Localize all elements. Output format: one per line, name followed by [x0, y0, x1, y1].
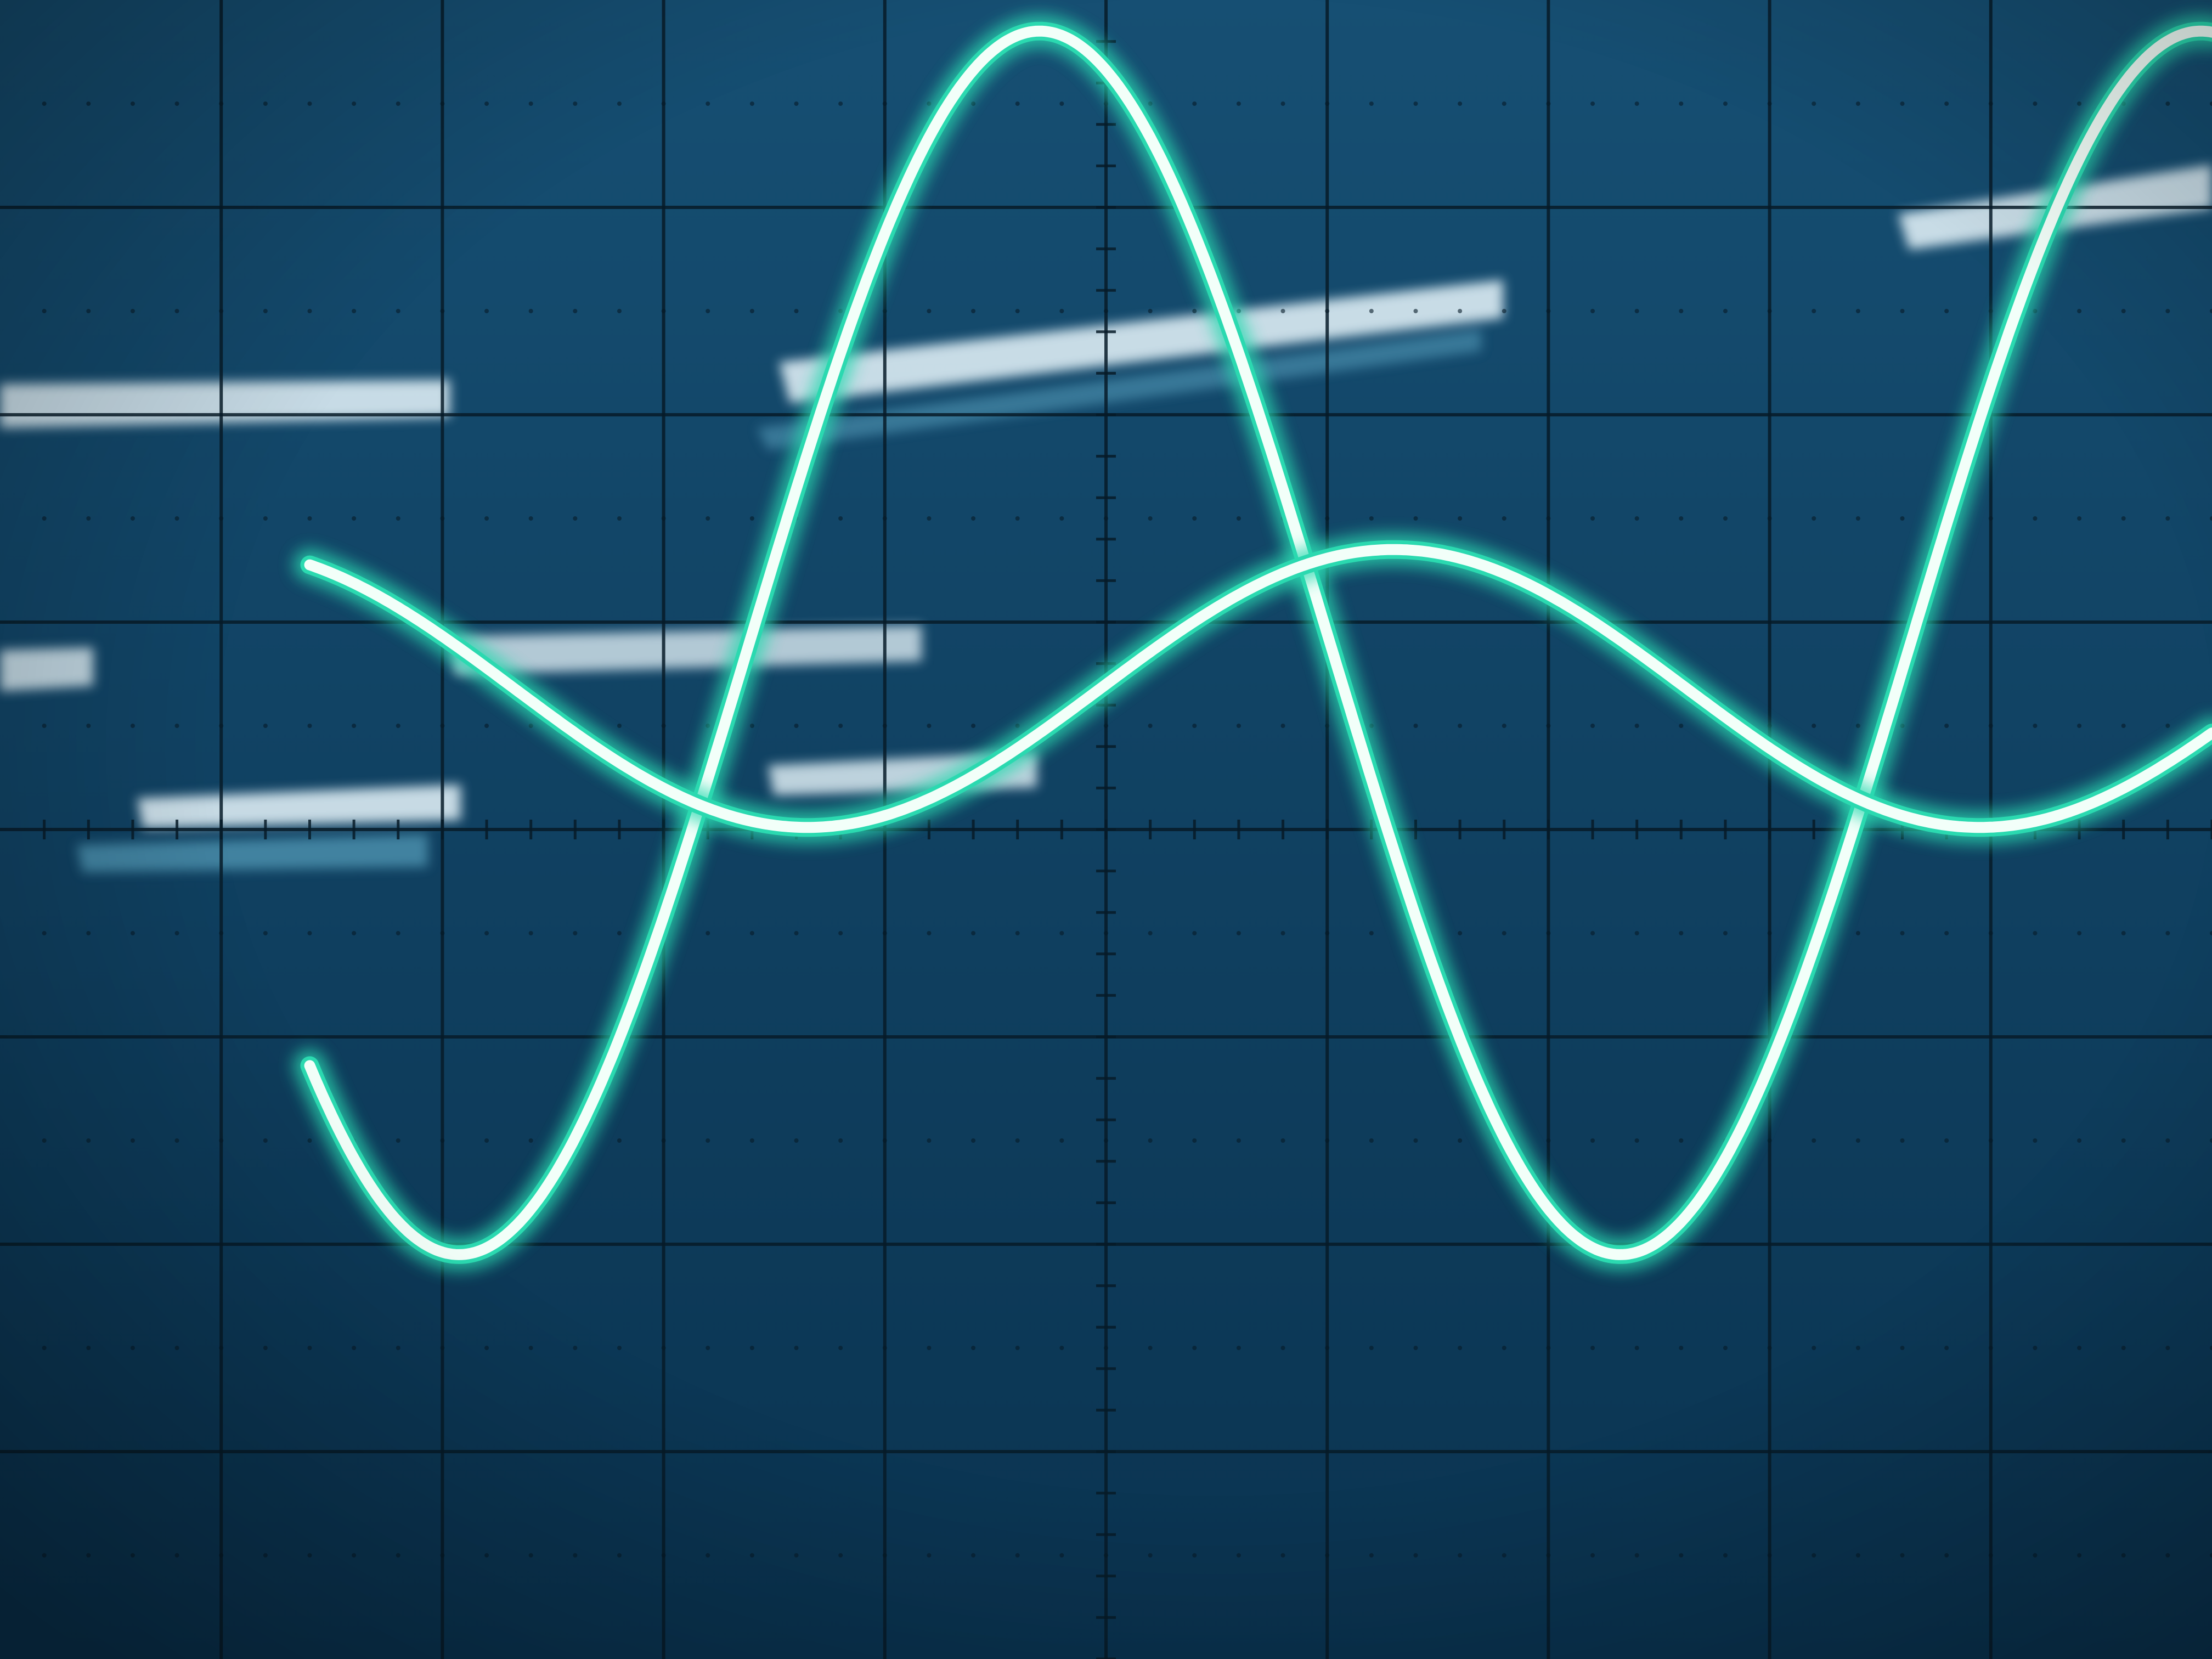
oscilloscope-screen — [0, 0, 2212, 1659]
screen-vignette — [0, 0, 2212, 1659]
